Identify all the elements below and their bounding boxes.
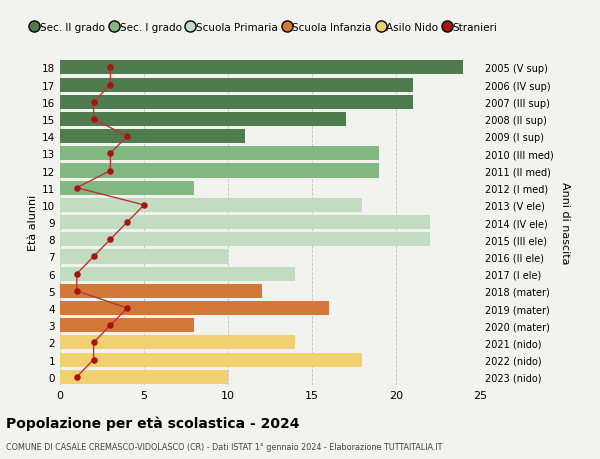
Bar — [60, 78, 413, 92]
Point — [139, 202, 149, 209]
Bar — [60, 302, 329, 315]
Point — [122, 305, 132, 312]
Point — [72, 373, 82, 381]
Point — [89, 253, 98, 261]
Bar — [60, 353, 362, 367]
Bar — [60, 198, 362, 213]
Point — [72, 270, 82, 278]
Point — [72, 287, 82, 295]
Point — [89, 99, 98, 106]
Point — [106, 168, 115, 175]
Point — [106, 236, 115, 243]
Point — [122, 219, 132, 226]
Bar — [60, 112, 346, 127]
Bar — [60, 233, 430, 247]
Point — [106, 322, 115, 329]
Legend: Sec. II grado, Sec. I grado, Scuola Primaria, Scuola Infanzia, Asilo Nido, Stran: Sec. II grado, Sec. I grado, Scuola Prim… — [32, 22, 498, 33]
Text: COMUNE DI CASALE CREMASCO-VIDOLASCO (CR) - Dati ISTAT 1° gennaio 2024 - Elaboraz: COMUNE DI CASALE CREMASCO-VIDOLASCO (CR)… — [6, 442, 442, 451]
Bar — [60, 284, 262, 298]
Bar — [60, 95, 413, 110]
Y-axis label: Età alunni: Età alunni — [28, 195, 38, 251]
Point — [89, 339, 98, 347]
Bar — [60, 336, 295, 350]
Bar — [60, 370, 228, 384]
Bar — [60, 181, 194, 196]
Bar — [60, 164, 379, 178]
Point — [106, 82, 115, 89]
Y-axis label: Anni di nascita: Anni di nascita — [560, 181, 570, 264]
Bar — [60, 61, 463, 75]
Point — [72, 185, 82, 192]
Bar — [60, 130, 245, 144]
Point — [106, 151, 115, 158]
Bar — [60, 250, 228, 264]
Point — [122, 133, 132, 140]
Point — [106, 65, 115, 72]
Point — [89, 356, 98, 364]
Bar — [60, 216, 430, 230]
Bar — [60, 319, 194, 333]
Text: Popolazione per età scolastica - 2024: Popolazione per età scolastica - 2024 — [6, 415, 299, 430]
Bar — [60, 267, 295, 281]
Point — [89, 116, 98, 123]
Bar — [60, 147, 379, 161]
